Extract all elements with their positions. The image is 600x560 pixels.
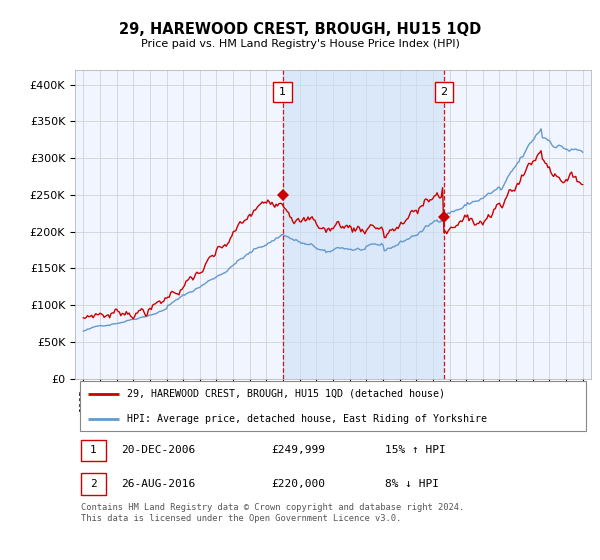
Text: 29, HAREWOOD CREST, BROUGH, HU15 1QD (detached house): 29, HAREWOOD CREST, BROUGH, HU15 1QD (de…: [127, 389, 445, 399]
Text: 2: 2: [440, 87, 447, 97]
FancyBboxPatch shape: [81, 473, 106, 495]
Text: 2: 2: [90, 479, 97, 489]
Text: £220,000: £220,000: [271, 479, 325, 489]
Text: 26-AUG-2016: 26-AUG-2016: [121, 479, 196, 489]
Text: Price paid vs. HM Land Registry's House Price Index (HPI): Price paid vs. HM Land Registry's House …: [140, 39, 460, 49]
FancyBboxPatch shape: [80, 381, 586, 431]
Text: 20-DEC-2006: 20-DEC-2006: [121, 445, 196, 455]
Text: 1: 1: [279, 87, 286, 97]
FancyBboxPatch shape: [434, 82, 453, 102]
Text: HPI: Average price, detached house, East Riding of Yorkshire: HPI: Average price, detached house, East…: [127, 414, 487, 424]
FancyBboxPatch shape: [274, 82, 292, 102]
Bar: [283, 70, 443, 379]
FancyBboxPatch shape: [81, 440, 106, 461]
Text: 29, HAREWOOD CREST, BROUGH, HU15 1QD: 29, HAREWOOD CREST, BROUGH, HU15 1QD: [119, 22, 481, 38]
Text: 15% ↑ HPI: 15% ↑ HPI: [385, 445, 445, 455]
Text: 1: 1: [90, 445, 97, 455]
Text: Contains HM Land Registry data © Crown copyright and database right 2024.
This d: Contains HM Land Registry data © Crown c…: [81, 503, 464, 522]
Text: 8% ↓ HPI: 8% ↓ HPI: [385, 479, 439, 489]
Text: £249,999: £249,999: [271, 445, 325, 455]
